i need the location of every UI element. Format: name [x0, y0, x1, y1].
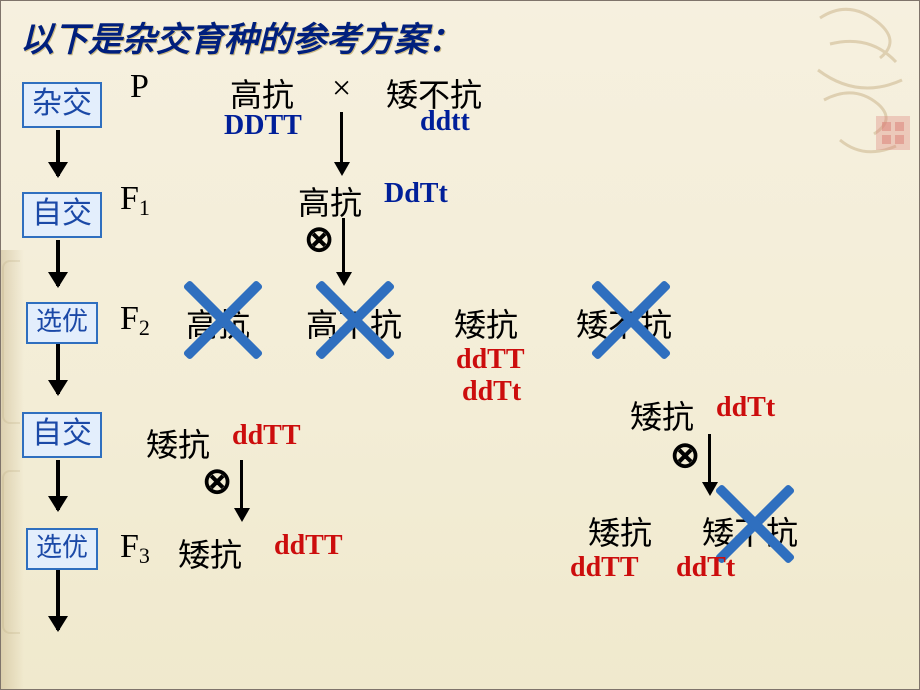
gen-label-F2-letter: F [120, 300, 139, 337]
branch-right-parent-phenotype: 矮抗 [630, 392, 694, 438]
gen-label-F2: F2 [120, 300, 150, 341]
branch-right-child0-geno-0: ddTT [570, 552, 639, 584]
gen-label-P: P [130, 68, 149, 106]
branch-left-child-genotype: ddTT [274, 530, 343, 562]
cross-symbol: × [332, 70, 351, 108]
ladder-arrow-4 [56, 460, 60, 510]
f2-selected-geno-0: ddTT [456, 344, 525, 376]
step-box-cross: 杂交 [22, 82, 102, 128]
gen-label-F3-letter: F [120, 528, 139, 565]
step-box-self-2: 自交 [22, 412, 102, 458]
f2-selected-geno-1: ddTt [462, 376, 521, 408]
p2-genotype: ddtt [420, 106, 470, 138]
step-box-self-1: 自交 [22, 192, 102, 238]
f2-pheno-0: 高抗 [186, 300, 250, 346]
f2-pheno-2: 矮抗 [454, 300, 518, 346]
f1-self-symbol: ⊗ [304, 218, 334, 260]
gen-label-F2-sub: 2 [139, 315, 150, 340]
f1-genotype: DdTt [384, 178, 448, 210]
ladder-arrow-2 [56, 240, 60, 286]
branch-left-child-phenotype: 矮抗 [178, 530, 242, 576]
gen-label-F1: F1 [120, 180, 150, 221]
gen-label-F3-sub: 3 [139, 543, 150, 568]
branch-right-self-symbol: ⊗ [670, 434, 700, 476]
gen-label-F1-sub: 1 [139, 195, 150, 220]
branch-right-parent-genotype: ddTt [716, 392, 775, 424]
ladder-arrow-3 [56, 344, 60, 394]
gen-label-F1-letter: F [120, 180, 139, 217]
f2-pheno-1: 高不抗 [306, 300, 402, 346]
branch-right-child1-phenotype: 矮不抗 [702, 508, 798, 554]
branch-right-child0-phenotype: 矮抗 [588, 508, 652, 554]
f2-pheno-3: 矮不抗 [576, 300, 672, 346]
ladder-arrow-5 [56, 570, 60, 630]
decorative-stamp [800, 0, 920, 170]
step-box-select-2: 选优 [26, 528, 98, 570]
decorative-left-column [0, 250, 24, 690]
branch-left-self-symbol: ⊗ [202, 460, 232, 502]
p1-genotype: DDTT [224, 110, 302, 142]
slide-title: 以下是杂交育种的参考方案： [20, 12, 462, 61]
branch-left-parent-genotype: ddTT [232, 420, 301, 452]
branch-left-parent-phenotype: 矮抗 [146, 420, 210, 466]
gen-label-F3: F3 [120, 528, 150, 569]
step-box-select-1: 选优 [26, 302, 98, 344]
ladder-arrow-1 [56, 130, 60, 176]
branch-right-child0-geno-1: ddTt [676, 552, 735, 584]
